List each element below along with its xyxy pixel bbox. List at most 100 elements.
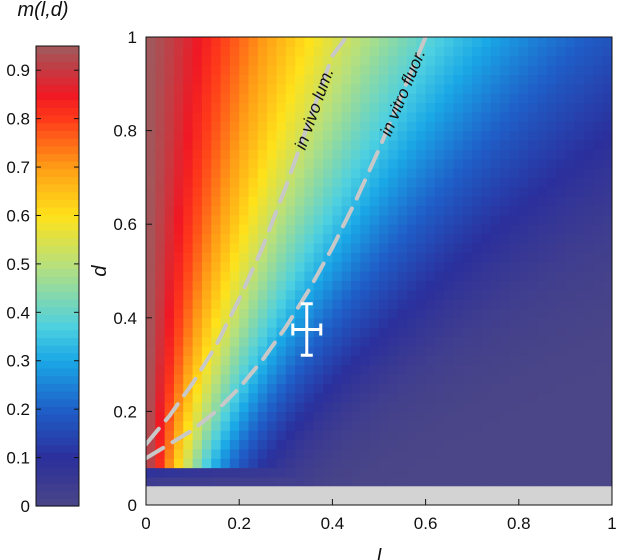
heatmap-cell: [369, 130, 380, 141]
heatmap-cell: [220, 402, 231, 412]
heatmap-cell: [239, 308, 250, 319]
heatmap-cell: [201, 74, 212, 85]
heatmap-cell: [528, 355, 539, 366]
heatmap-cell: [211, 476, 222, 487]
heatmap-cell: [276, 458, 287, 469]
heatmap-cell: [528, 149, 539, 160]
heatmap-cell: [323, 158, 333, 169]
heatmap-cell: [248, 158, 259, 169]
heatmap-cell: [211, 317, 222, 328]
heatmap-cell: [220, 83, 231, 94]
heatmap-cell: [323, 299, 333, 310]
heatmap-cell: [584, 224, 594, 235]
heatmap-cell: [341, 242, 352, 253]
heatmap-cell: [146, 355, 156, 366]
heatmap-cell: [173, 271, 184, 281]
heatmap-cell: [453, 392, 464, 403]
heatmap-cell: [593, 364, 604, 375]
colorbar-band: [36, 138, 79, 147]
heatmap-cell: [164, 271, 175, 281]
heatmap-cell: [444, 402, 455, 412]
colorbar-band: [36, 329, 79, 338]
heatmap-cell: [602, 177, 612, 188]
heatmap-cell: [537, 439, 548, 450]
heatmap-cell: [267, 149, 278, 160]
heatmap-cell: [546, 224, 557, 235]
heatmap-cell: [444, 186, 455, 197]
heatmap-cell: [462, 93, 473, 104]
heatmap-cell: [155, 83, 166, 94]
heatmap-cell: [556, 83, 566, 94]
heatmap-cell: [584, 130, 594, 141]
y-tick-label: 0.2: [113, 402, 137, 421]
heatmap-cell: [425, 233, 436, 244]
heatmap-cell: [155, 65, 166, 76]
heatmap-cell: [360, 467, 371, 478]
heatmap-cell: [257, 383, 268, 394]
heatmap-cell: [546, 55, 557, 66]
heatmap-cell: [239, 224, 250, 235]
heatmap-cell: [369, 476, 380, 487]
heatmap-cell: [528, 476, 539, 487]
colorbar-band: [36, 107, 79, 116]
heatmap-cell: [425, 476, 436, 487]
heatmap-cell: [192, 252, 203, 263]
heatmap-cell: [360, 158, 371, 169]
heatmap-cell: [211, 65, 222, 76]
heatmap-cell: [360, 261, 371, 272]
heatmap-cell: [248, 411, 259, 422]
heatmap-cell: [267, 402, 278, 412]
heatmap-cell: [453, 168, 464, 178]
heatmap-cell: [537, 467, 548, 478]
heatmap-cell: [332, 280, 343, 291]
heatmap-cell: [462, 317, 473, 328]
heatmap-cell: [593, 46, 604, 57]
heatmap-cell: [369, 196, 380, 207]
heatmap-cell: [313, 448, 324, 459]
heatmap-cell: [518, 93, 529, 104]
heatmap-cell: [313, 373, 324, 384]
heatmap-cell: [481, 327, 492, 338]
heatmap-cell: [425, 458, 436, 469]
heatmap-cell: [155, 55, 166, 66]
heatmap-cell: [229, 439, 240, 450]
heatmap-cell: [397, 299, 408, 310]
heatmap-cell: [490, 37, 501, 47]
heatmap-cell: [481, 233, 492, 244]
heatmap-cell: [481, 158, 492, 169]
heatmap-cell: [416, 55, 427, 66]
heatmap-cell: [537, 373, 548, 384]
heatmap-cell: [295, 355, 306, 366]
heatmap-cell: [481, 242, 492, 253]
heatmap-cell: [453, 186, 464, 197]
heatmap-cell: [211, 383, 222, 394]
heatmap-cell: [173, 121, 184, 132]
heatmap-cell: [444, 158, 455, 169]
heatmap-cells: [146, 37, 612, 487]
heatmap-cell: [155, 299, 166, 310]
heatmap-cell: [574, 467, 585, 478]
heatmap-cell: [397, 121, 408, 132]
heatmap-cell: [267, 111, 278, 122]
heatmap-cell: [509, 271, 520, 281]
heatmap-cell: [239, 448, 250, 459]
heatmap-cell: [425, 308, 436, 319]
heatmap-cell: [285, 345, 296, 356]
heatmap-cell: [425, 261, 436, 272]
heatmap-cell: [490, 242, 501, 253]
heatmap-cell: [341, 102, 352, 113]
heatmap-cell: [267, 37, 278, 47]
heatmap-cell: [146, 345, 156, 356]
heatmap-cell: [295, 177, 306, 188]
heatmap-cell: [406, 55, 417, 66]
heatmap-cell: [537, 121, 548, 132]
heatmap-cell: [220, 448, 231, 459]
y-axis-label: d: [89, 265, 111, 277]
heatmap-cell: [276, 252, 287, 263]
heatmap-cell: [285, 476, 296, 487]
heatmap-cell: [201, 280, 212, 291]
heatmap-cell: [397, 373, 408, 384]
heatmap-cell: [239, 149, 250, 160]
heatmap-cell: [360, 186, 371, 197]
heatmap-cell: [584, 205, 594, 216]
